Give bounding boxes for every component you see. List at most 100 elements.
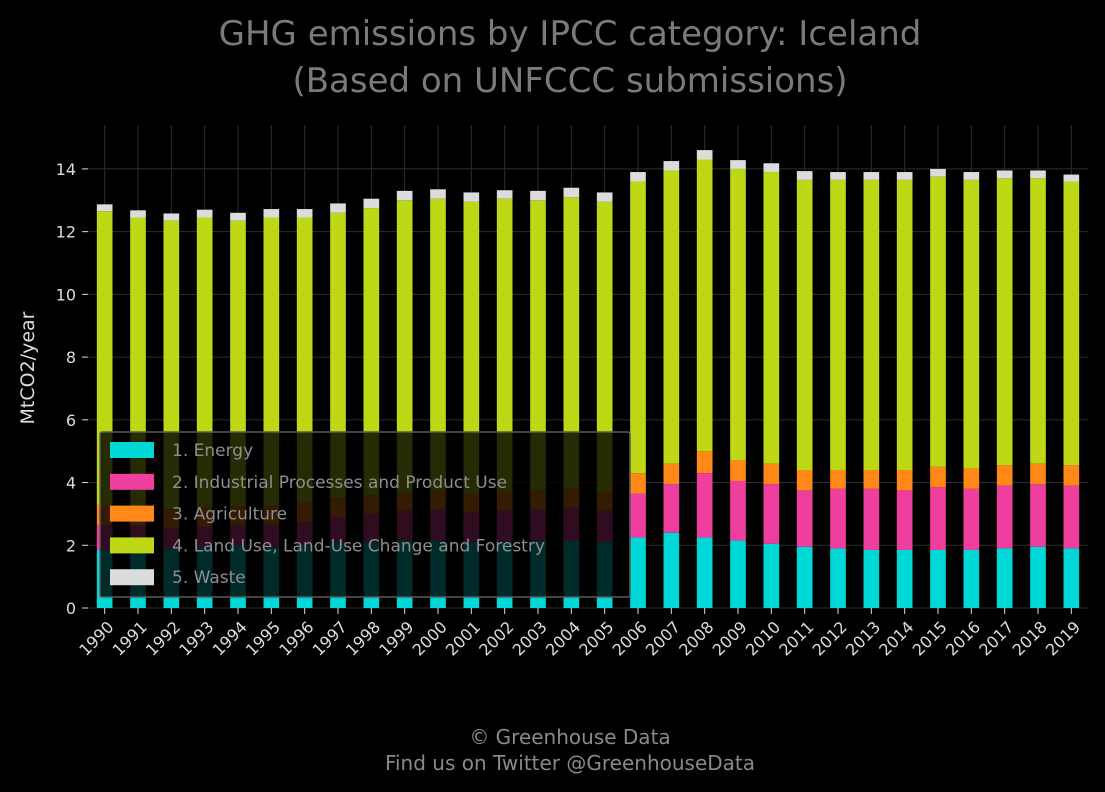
bar-segment xyxy=(896,172,913,180)
bar-segment xyxy=(796,179,813,471)
bar-segment xyxy=(163,213,180,221)
bar-segment xyxy=(663,170,680,464)
bar-segment xyxy=(630,473,646,494)
legend-swatch xyxy=(110,442,154,458)
bar-segment xyxy=(863,179,880,471)
bar-segment xyxy=(963,488,980,550)
bar-segment xyxy=(930,168,946,177)
bar-segment xyxy=(330,203,346,213)
bar-segment xyxy=(563,197,580,489)
bar-segment xyxy=(530,190,546,201)
bar-segment xyxy=(963,468,980,489)
x-tick-label: 1992 xyxy=(142,617,184,659)
bar-segment xyxy=(396,190,413,201)
bar-segment xyxy=(1063,465,1080,486)
x-tick-label: 2008 xyxy=(675,617,717,659)
bar-segment xyxy=(1030,178,1046,464)
bar-segment xyxy=(763,163,780,173)
bar-segment xyxy=(496,190,513,199)
legend-label: 1. Energy xyxy=(172,441,253,461)
bar-segment xyxy=(830,488,846,549)
bar-segment xyxy=(263,209,280,218)
bar-segment xyxy=(530,200,546,491)
y-tick-label: 2 xyxy=(66,536,76,555)
bar-segment xyxy=(830,470,846,489)
bar-segment xyxy=(730,168,746,461)
x-tick-label: 1998 xyxy=(342,617,384,659)
bar-segment xyxy=(730,540,746,608)
bar-segment xyxy=(730,480,746,541)
bar-segment xyxy=(630,172,646,182)
y-tick-label: 4 xyxy=(66,474,76,493)
bar-segment xyxy=(796,171,813,180)
bar-segment xyxy=(1063,181,1080,466)
x-tick-label: 2005 xyxy=(575,617,617,659)
bar-segment xyxy=(463,192,480,202)
bar-segment xyxy=(796,490,813,547)
x-tick-label: 1995 xyxy=(242,617,284,659)
bar-segment xyxy=(863,488,880,550)
legend-label: 4. Land Use, Land-Use Change and Forestr… xyxy=(172,536,545,556)
legend-label: 5. Waste xyxy=(172,568,246,588)
bar-segment xyxy=(430,189,446,199)
bar-segment xyxy=(863,470,880,489)
bar-segment xyxy=(563,187,580,198)
footer-twitter: Find us on Twitter @GreenhouseData xyxy=(385,751,755,775)
bar-segment xyxy=(96,204,113,212)
x-tick-label: 1994 xyxy=(209,617,251,659)
bar-segment xyxy=(1063,485,1080,549)
bar-segment xyxy=(763,484,780,544)
x-tick-label: 1997 xyxy=(309,617,351,659)
legend-swatch xyxy=(110,505,154,522)
bar-segment xyxy=(630,181,646,474)
bar-segment xyxy=(230,212,246,221)
x-tick-label: 2012 xyxy=(809,617,851,659)
bar-segment xyxy=(863,549,880,608)
bar-segment xyxy=(763,463,780,485)
legend: 1. Energy 2. Industrial Processes and Pro… xyxy=(99,431,631,598)
bar-segment xyxy=(730,460,746,481)
bar-segment xyxy=(663,161,680,171)
bar-segment xyxy=(696,159,713,452)
bar-segment xyxy=(663,532,680,608)
bar-segment xyxy=(896,549,913,608)
chart-title-line1: GHG emissions by IPCC category: Iceland xyxy=(219,14,922,54)
bar-segment xyxy=(930,176,946,467)
bar-segment xyxy=(696,473,713,538)
bar-segment xyxy=(463,201,480,494)
bar-segment xyxy=(696,537,713,608)
bar-segment xyxy=(396,200,413,492)
x-tick-label: 2011 xyxy=(775,617,817,659)
bar-segment xyxy=(996,485,1013,549)
bar-segment xyxy=(896,470,913,491)
bar-segment xyxy=(1030,463,1046,485)
x-tick-label: 1999 xyxy=(375,617,417,659)
legend-label: 2. Industrial Processes and Product Use xyxy=(172,473,507,493)
x-tick-label: 1990 xyxy=(75,617,117,659)
x-tick-label: 2014 xyxy=(875,617,917,659)
bar-segment xyxy=(996,548,1013,608)
bar-segment xyxy=(830,548,846,608)
bar-segment xyxy=(796,470,813,491)
x-tick-label: 2002 xyxy=(475,617,517,659)
y-tick-label: 6 xyxy=(66,411,76,430)
bar-segment xyxy=(896,179,913,471)
bar-segment xyxy=(796,546,813,608)
bar-segment xyxy=(1063,174,1080,182)
bar-segment xyxy=(930,466,946,488)
bar-segment xyxy=(763,543,780,608)
x-tick-label: 2009 xyxy=(709,617,751,659)
legend-box xyxy=(99,431,631,598)
bar-segment xyxy=(1030,170,1046,179)
x-tick-label: 2013 xyxy=(842,617,884,659)
bar-segment xyxy=(96,211,113,505)
x-tick-label: 2019 xyxy=(1042,617,1084,659)
bar-segment xyxy=(996,465,1013,486)
x-tick-label: 2004 xyxy=(542,617,584,659)
bar-segment xyxy=(196,209,213,218)
x-tick-label: 2010 xyxy=(742,617,784,659)
legend-swatch xyxy=(110,569,154,586)
x-tick-label: 2006 xyxy=(609,617,651,659)
bar-segment xyxy=(363,198,380,209)
bar-segment xyxy=(1063,548,1080,608)
